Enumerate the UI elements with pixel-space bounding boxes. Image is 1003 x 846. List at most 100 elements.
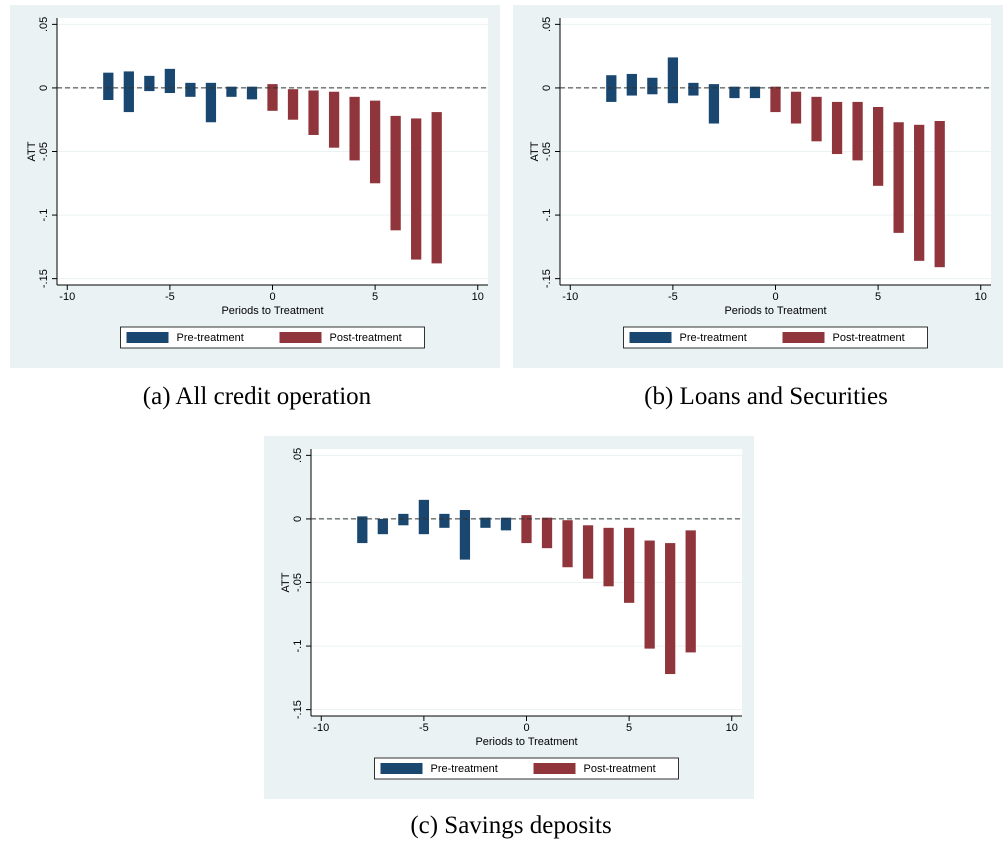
- range-bar: [667, 57, 679, 104]
- x-tick-label: 10: [726, 722, 738, 734]
- y-axis-title: ATT: [280, 572, 292, 592]
- range-bar: [626, 73, 637, 96]
- legend-label: Post-treatment: [584, 763, 656, 775]
- x-tick-label: -5: [668, 291, 678, 303]
- range-bar: [623, 527, 635, 603]
- x-axis-title: Periods to Treatment: [724, 305, 826, 317]
- range-bar: [267, 84, 278, 111]
- range-bar: [328, 91, 340, 148]
- caption: (b) Loans and Securities: [644, 383, 888, 410]
- range-bar: [205, 82, 217, 123]
- x-tick-label: 5: [372, 291, 378, 303]
- x-tick-label: 0: [523, 722, 529, 734]
- range-bar: [665, 543, 676, 675]
- range-bar: [287, 89, 299, 120]
- range-bar: [369, 100, 381, 184]
- range-bar: [123, 71, 134, 113]
- range-bar: [439, 513, 450, 528]
- x-tick-label: -10: [59, 291, 75, 303]
- range-bar: [685, 530, 696, 653]
- y-tick-label: -.1: [292, 640, 304, 653]
- range-bar: [357, 516, 368, 544]
- range-bar: [480, 517, 491, 528]
- range-bar: [729, 86, 740, 99]
- y-tick-label: -.1: [541, 209, 553, 222]
- y-tick-label: -.1: [38, 209, 50, 222]
- range-bar: [418, 499, 430, 535]
- range-bar: [644, 540, 655, 649]
- range-bar: [226, 86, 237, 97]
- legend-label: Pre-treatment: [431, 763, 498, 775]
- x-tick-label: -10: [562, 291, 578, 303]
- x-tick-label: -5: [419, 722, 429, 734]
- range-bar: [103, 72, 114, 101]
- y-tick-label: .05: [292, 448, 304, 463]
- y-tick-label: .05: [38, 17, 50, 32]
- y-tick-label: -.05: [38, 142, 50, 161]
- range-bar: [308, 90, 319, 135]
- legend-key: [380, 763, 423, 774]
- y-tick-label: -.05: [292, 573, 304, 592]
- legend-label: Post-treatment: [330, 332, 402, 344]
- y-tick-label: -.15: [292, 700, 304, 719]
- range-bar: [811, 96, 822, 142]
- range-bar: [606, 75, 617, 102]
- range-bar: [647, 77, 658, 95]
- caption: (a) All credit operation: [142, 383, 372, 410]
- legend-key: [629, 332, 672, 343]
- range-bar: [246, 86, 258, 100]
- range-bar: [914, 124, 925, 261]
- y-tick-label: 0: [541, 85, 553, 91]
- range-bar: [770, 86, 781, 113]
- x-tick-label: 5: [875, 291, 881, 303]
- chart-panel: .05 0 -.05 -.1 -.15 -10 -5 0 5 10 ATT Periods to Tr…: [264, 436, 754, 799]
- range-bar: [521, 515, 532, 544]
- range-bar: [582, 525, 594, 579]
- range-bar: [459, 510, 471, 560]
- y-tick-label: -.15: [38, 269, 50, 288]
- y-tick-label: -.05: [541, 142, 553, 161]
- legend-box: [374, 757, 679, 780]
- x-tick-label: 10: [975, 291, 987, 303]
- chart-panel: .05 0 -.05 -.1 -.15 -10 -5 0 5 10 ATT Periods to Tr…: [513, 5, 1003, 368]
- legend-key: [279, 332, 322, 343]
- x-tick-label: 5: [626, 722, 632, 734]
- range-bar: [390, 115, 401, 231]
- x-tick-label: 0: [269, 291, 275, 303]
- x-axis-title: Periods to Treatment: [221, 305, 323, 317]
- x-axis-title: Periods to Treatment: [475, 736, 577, 748]
- range-bar: [562, 520, 573, 568]
- range-bar: [349, 96, 360, 161]
- chart-panel: .05 0 -.05 -.1 -.15 -10 -5 0 5 10 ATT Periods to Tr…: [10, 5, 500, 368]
- range-bar: [872, 107, 884, 186]
- range-bar: [852, 101, 863, 161]
- range-bar: [541, 517, 553, 549]
- legend-label: Pre-treatment: [680, 332, 747, 344]
- legend-label: Post-treatment: [833, 332, 905, 344]
- range-bar: [144, 75, 155, 92]
- x-tick-label: -10: [313, 722, 329, 734]
- legend-key: [782, 332, 825, 343]
- y-tick-label: 0: [292, 516, 304, 522]
- legend-label: Pre-treatment: [177, 332, 244, 344]
- x-tick-label: 10: [472, 291, 484, 303]
- x-tick-label: -5: [165, 291, 175, 303]
- range-bar: [185, 82, 196, 97]
- y-tick-label: -.15: [541, 269, 553, 288]
- legend-key: [126, 332, 169, 343]
- range-bar: [708, 84, 720, 124]
- range-bar: [893, 122, 904, 233]
- y-axis-title: ATT: [529, 141, 541, 161]
- y-axis-title: ATT: [26, 141, 38, 161]
- range-bar: [934, 120, 945, 268]
- range-bar: [790, 91, 802, 124]
- range-bar: [749, 86, 761, 99]
- legend-box: [623, 326, 928, 349]
- range-bar: [431, 112, 442, 264]
- x-tick-label: 0: [772, 291, 778, 303]
- range-bar: [500, 517, 512, 531]
- range-bar: [398, 513, 409, 526]
- y-tick-label: 0: [38, 85, 50, 91]
- legend-key: [533, 763, 576, 774]
